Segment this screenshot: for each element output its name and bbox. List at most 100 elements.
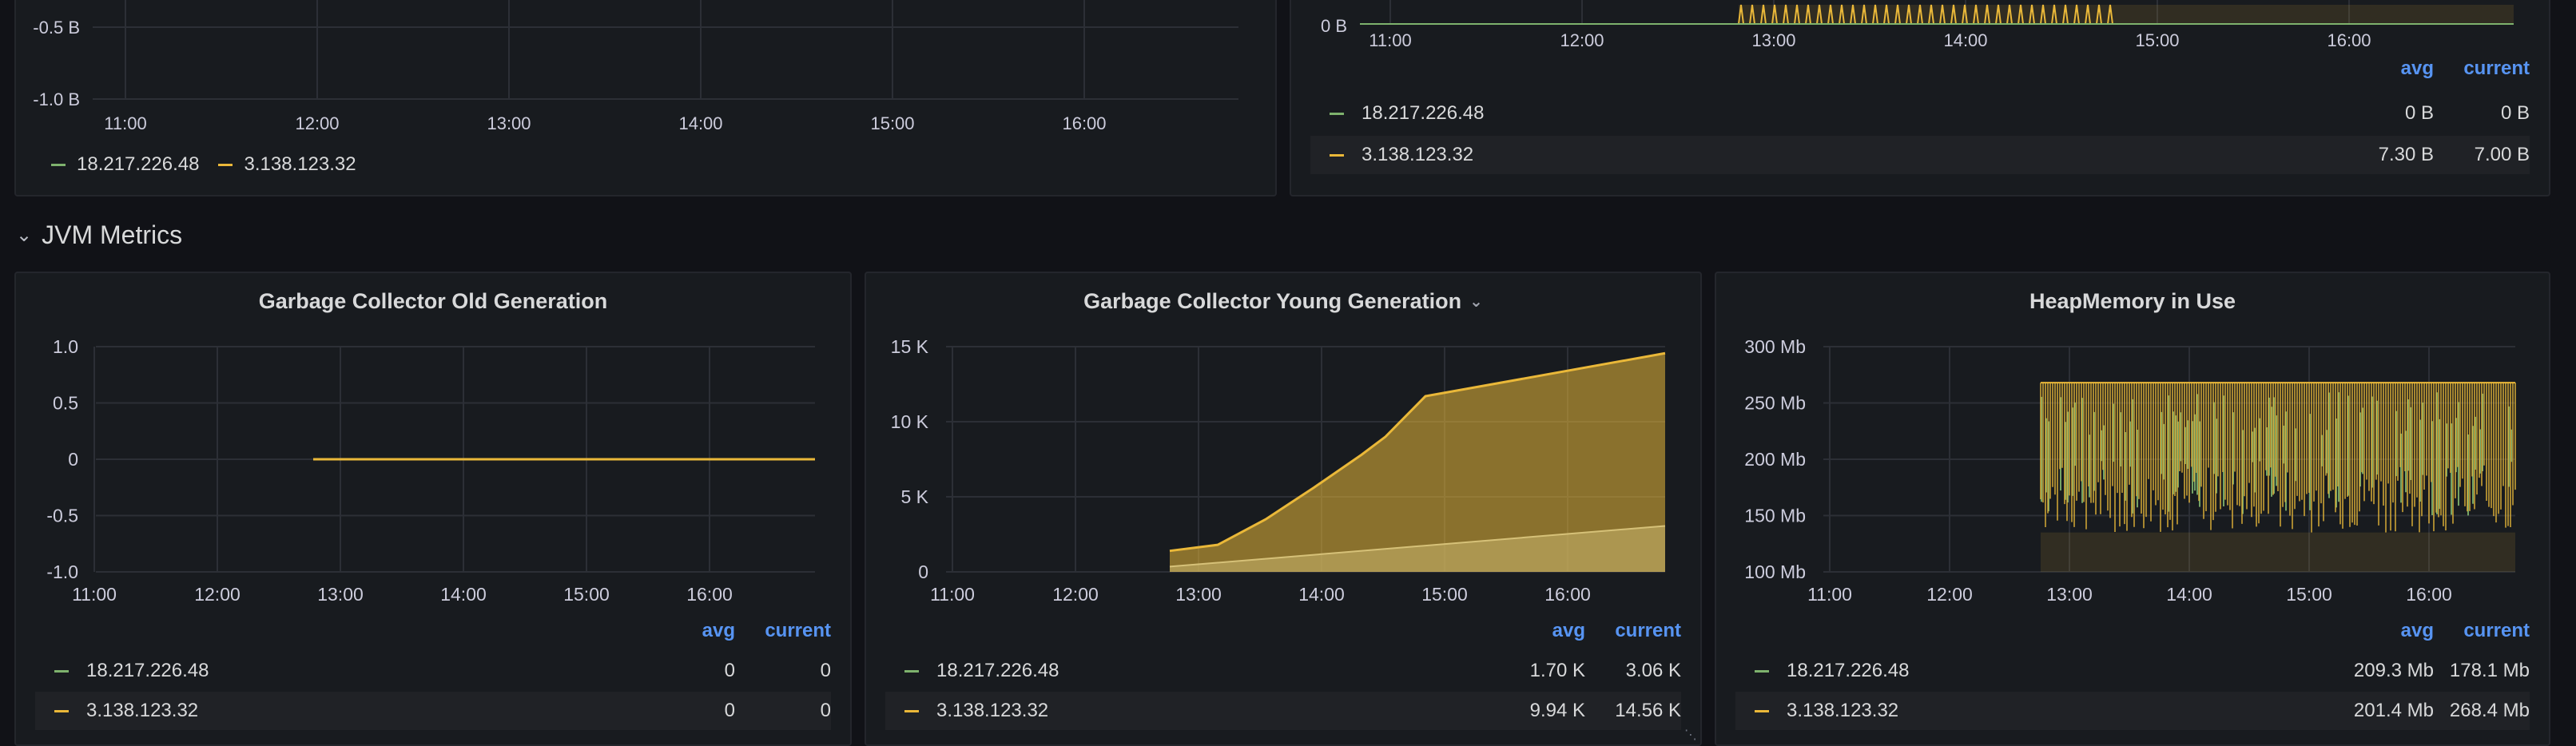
row-title: JVM Metrics bbox=[42, 220, 183, 249]
row-header-jvm-metrics[interactable]: ⌄ JVM Metrics bbox=[16, 217, 182, 252]
series-line-3-138-123-32 bbox=[2040, 383, 2516, 533]
series-swatch bbox=[1755, 709, 1769, 712]
x-tick: 15:00 bbox=[563, 584, 610, 605]
legend-label: 18.217.226.48 bbox=[936, 660, 1059, 681]
y-tick: 200 Mb bbox=[1744, 449, 1806, 470]
x-tick: 13:00 bbox=[1175, 584, 1222, 605]
legend-avg: 1.70 K bbox=[1529, 660, 1585, 681]
x-tick: 13:00 bbox=[487, 113, 531, 133]
legend-label: 18.217.226.48 bbox=[86, 660, 209, 681]
series-swatch bbox=[54, 709, 69, 712]
panel-title[interactable]: Garbage Collector Old Generation bbox=[258, 288, 608, 313]
x-tick: 15:00 bbox=[870, 113, 914, 133]
x-tick: 15:00 bbox=[1421, 584, 1468, 605]
x-tick: 12:00 bbox=[295, 113, 339, 133]
legend-current: 0 bbox=[820, 700, 831, 721]
x-tick: 13:00 bbox=[317, 584, 364, 605]
y-tick: 0 bbox=[918, 561, 928, 582]
chevron-down-icon: ⌄ bbox=[16, 224, 33, 246]
legend-avg: 9.94 K bbox=[1529, 700, 1585, 721]
legend-avg: 201.4 Mb bbox=[2353, 700, 2434, 721]
legend-label: 18.217.226.48 bbox=[1787, 660, 1910, 681]
legend-item[interactable]: 18.217.226.48 bbox=[51, 153, 199, 176]
heap-memory-panel: HeapMemory in Use 300 Mb 250 Mb 200 Mb 150 … bbox=[1715, 272, 2550, 746]
chevron-down-icon[interactable]: ⌄ bbox=[1469, 292, 1483, 311]
legend-row[interactable]: 3.138.123.32 0 0 bbox=[35, 692, 831, 730]
legend-label: 18.217.226.48 bbox=[77, 153, 200, 175]
legend-current: 0 bbox=[820, 660, 831, 681]
x-tick: 11:00 bbox=[72, 584, 117, 605]
x-tick: 16:00 bbox=[686, 584, 733, 605]
x-tick: 14:00 bbox=[678, 113, 722, 133]
x-tick: 16:00 bbox=[1544, 584, 1591, 605]
legend-row[interactable]: 18.217.226.48 0 B 0 B bbox=[1310, 94, 2530, 133]
avg-header[interactable]: avg bbox=[2400, 620, 2434, 641]
x-tick: 14:00 bbox=[1943, 30, 1987, 50]
legend-row[interactable]: 18.217.226.48 0 0 bbox=[35, 652, 831, 690]
series-swatch bbox=[1330, 112, 1344, 115]
y-tick: 1.0 bbox=[53, 336, 78, 357]
top-right-chart: 0 B 11:00 12:00 13:00 14:00 15:00 16:00 bbox=[1321, 0, 2514, 50]
x-tick: 11:00 bbox=[1807, 584, 1852, 605]
x-tick: 12:00 bbox=[1052, 584, 1099, 605]
series-swatch bbox=[54, 669, 69, 673]
gc-young-generation-panel: Garbage Collector Young Generation ⌄ 15 K… bbox=[865, 272, 1702, 746]
gc-old-chart: 1.0 0.5 0 -0.5 -1.011:00 12:00 13:00 14:00 15:00… bbox=[46, 336, 815, 605]
series-line-18-217-226-48 bbox=[1169, 525, 1666, 568]
y-tick: 250 Mb bbox=[1744, 393, 1806, 414]
series-swatch bbox=[1755, 669, 1769, 673]
series-line-3-138-123-32 bbox=[1169, 351, 1666, 553]
x-tick: 14:00 bbox=[2166, 584, 2212, 605]
avg-header[interactable]: avg bbox=[2400, 58, 2434, 79]
legend-label: 3.138.123.32 bbox=[1362, 144, 1474, 165]
y-tick: 5 K bbox=[900, 486, 928, 507]
x-tick: 16:00 bbox=[2406, 584, 2452, 605]
legend-row[interactable]: 3.138.123.32 9.94 K 14.56 K bbox=[885, 692, 1681, 730]
legend-current: 0 B bbox=[2500, 102, 2530, 124]
legend-avg: 0 B bbox=[2404, 102, 2434, 124]
legend-avg: 209.3 Mb bbox=[2353, 660, 2434, 681]
legend: 18.217.226.48 3.138.123.32 bbox=[51, 153, 376, 176]
current-header[interactable]: current bbox=[765, 620, 831, 641]
legend-current: 3.06 K bbox=[1625, 660, 1681, 681]
y-tick: 300 Mb bbox=[1744, 336, 1806, 357]
x-tick: 15:00 bbox=[2135, 30, 2179, 50]
legend-label: 3.138.123.32 bbox=[244, 153, 356, 175]
legend-row[interactable]: 18.217.226.48 209.3 Mb 178.1 Mb bbox=[1735, 652, 2530, 690]
x-tick: 16:00 bbox=[2327, 30, 2371, 50]
y-tick: -1.0 B bbox=[33, 89, 80, 109]
current-header[interactable]: current bbox=[2463, 58, 2530, 79]
panel-title[interactable]: Garbage Collector Young Generation ⌄ bbox=[1083, 288, 1483, 313]
legend-header: avg current bbox=[2178, 58, 2530, 80]
legend-header: avg current bbox=[1489, 620, 1681, 642]
top-right-panel: 0 B 11:00 12:00 13:00 14:00 15:00 16:00 avg c… bbox=[1290, 0, 2550, 196]
current-header[interactable]: current bbox=[1615, 620, 1681, 641]
series-area bbox=[2041, 532, 2515, 572]
legend-label: 18.217.226.48 bbox=[1362, 102, 1485, 124]
current-header[interactable]: current bbox=[2463, 620, 2530, 641]
avg-header[interactable]: avg bbox=[1552, 620, 1585, 641]
legend-avg: 0 bbox=[724, 660, 735, 681]
series-area-18-217-226-48 bbox=[1170, 526, 1665, 572]
y-tick: -1.0 bbox=[46, 561, 78, 582]
legend-item[interactable]: 3.138.123.32 bbox=[218, 153, 356, 176]
series-swatch bbox=[904, 709, 919, 712]
series-swatch bbox=[51, 163, 66, 166]
panel-title[interactable]: HeapMemory in Use bbox=[2029, 288, 2236, 313]
legend-row[interactable]: 18.217.226.48 1.70 K 3.06 K bbox=[885, 652, 1681, 690]
series-swatch bbox=[1330, 153, 1344, 157]
resize-handle-icon[interactable]: ⋱ bbox=[1684, 728, 1697, 742]
legend-row[interactable]: 3.138.123.32 7.30 B 7.00 B bbox=[1310, 136, 2530, 174]
x-tick: 14:00 bbox=[440, 584, 487, 605]
legend-current: 14.56 K bbox=[1615, 700, 1681, 721]
legend-avg: 7.30 B bbox=[2378, 144, 2434, 165]
x-tick: 16:00 bbox=[1062, 113, 1106, 133]
x-tick: 11:00 bbox=[1369, 30, 1411, 50]
x-tick: 13:00 bbox=[2046, 584, 2093, 605]
legend-row[interactable]: 3.138.123.32 201.4 Mb 268.4 Mb bbox=[1735, 692, 2530, 730]
series-swatch bbox=[904, 669, 919, 673]
avg-header[interactable]: avg bbox=[702, 620, 735, 641]
y-tick: 0 B bbox=[1321, 16, 1347, 36]
legend-header: avg current bbox=[2338, 620, 2530, 642]
